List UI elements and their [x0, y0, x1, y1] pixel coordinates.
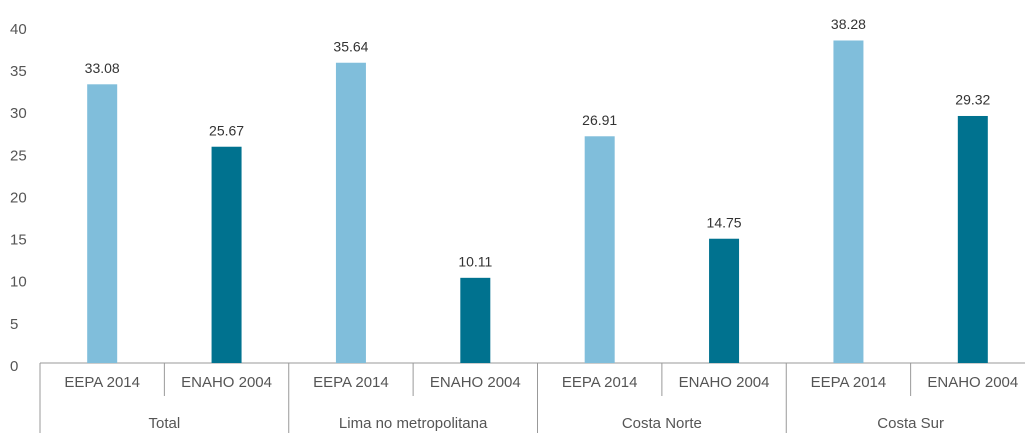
x-tick-label: EEPA 2014: [562, 374, 638, 391]
group-label: Costa Sur: [877, 415, 944, 432]
value-label: 26.91: [582, 112, 617, 128]
value-label: 33.08: [85, 60, 120, 76]
bar: [87, 84, 118, 364]
x-tick-label: EEPA 2014: [64, 374, 140, 391]
bar: [211, 146, 242, 363]
x-tick-label: ENAHO 2004: [430, 374, 521, 391]
y-tick-label: 25: [10, 147, 27, 164]
y-tick-label: 40: [10, 21, 27, 38]
y-tick-label: 35: [10, 63, 27, 80]
bar: [460, 277, 491, 363]
value-label: 25.67: [209, 122, 244, 138]
x-tick-label: ENAHO 2004: [679, 374, 770, 391]
group-label: Total: [149, 415, 181, 432]
y-tick-label: 0: [10, 358, 18, 375]
value-label: 10.11: [458, 254, 492, 270]
y-tick-label: 10: [10, 274, 27, 291]
group-label: Lima no metropolitana: [339, 415, 488, 432]
y-tick-label: 30: [10, 105, 27, 122]
value-label: 29.32: [955, 92, 990, 108]
x-tick-label: EEPA 2014: [313, 374, 389, 391]
bar: [584, 136, 615, 363]
value-label: 35.64: [333, 38, 368, 54]
value-label: 38.28: [831, 16, 866, 32]
bar: [709, 238, 740, 363]
bar: [335, 62, 366, 363]
x-tick-label: ENAHO 2004: [181, 374, 272, 391]
x-tick-label: ENAHO 2004: [927, 374, 1018, 391]
y-tick-label: 15: [10, 232, 27, 249]
y-tick-label: 5: [10, 316, 18, 333]
bar: [957, 115, 988, 363]
group-label: Costa Norte: [622, 415, 702, 432]
bar: [833, 40, 864, 364]
y-tick-label: 20: [10, 189, 27, 206]
value-label: 14.75: [707, 214, 742, 230]
x-tick-label: EEPA 2014: [811, 374, 887, 391]
